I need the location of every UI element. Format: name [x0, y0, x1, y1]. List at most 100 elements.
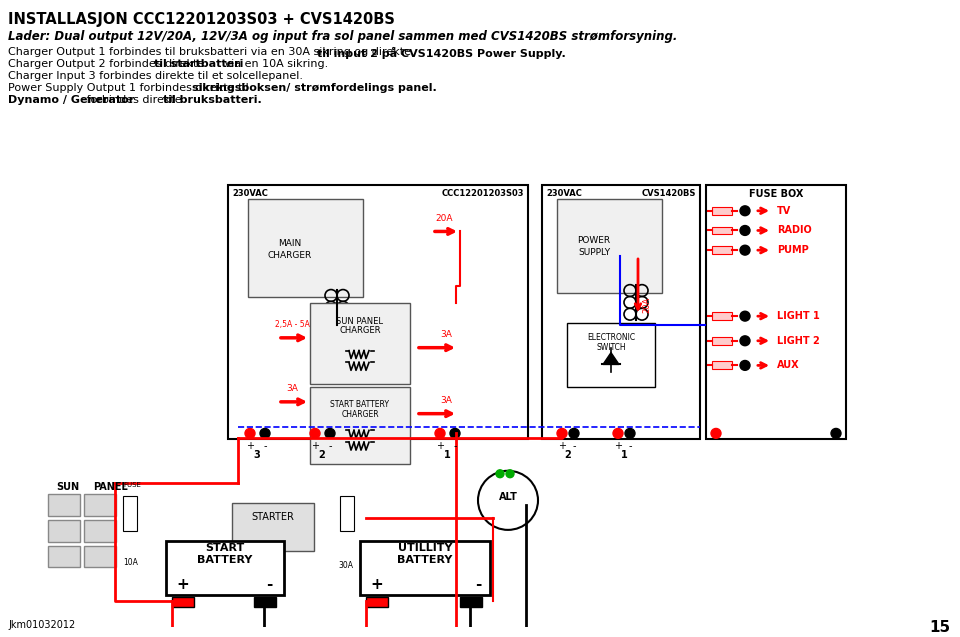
Text: BATTERY: BATTERY — [198, 554, 252, 564]
Bar — [712, 207, 732, 215]
Text: SUN: SUN — [56, 482, 79, 492]
Text: 1: 1 — [444, 450, 450, 460]
Text: +: + — [176, 577, 189, 592]
Text: -: - — [453, 441, 457, 451]
Text: 15: 15 — [929, 620, 950, 636]
Circle shape — [310, 429, 320, 438]
Text: 30A: 30A — [338, 561, 353, 570]
Circle shape — [740, 206, 750, 216]
Bar — [232, 503, 314, 550]
Text: -: - — [263, 441, 267, 451]
Text: Charger Output 2 forbindes direkte: Charger Output 2 forbindes direkte — [8, 59, 207, 69]
Text: 230VAC: 230VAC — [232, 189, 268, 198]
Text: 2,5A - 5A: 2,5A - 5A — [275, 320, 309, 329]
Text: til input 2 på CVS1420BS Power Supply.: til input 2 på CVS1420BS Power Supply. — [318, 47, 566, 59]
Text: SWITCH: SWITCH — [596, 343, 626, 352]
Text: INSTALLASJON CCC12201203S03 + CVS1420BS: INSTALLASJON CCC12201203S03 + CVS1420BS — [8, 12, 395, 27]
Bar — [366, 597, 388, 606]
Text: +: + — [370, 577, 383, 592]
Bar — [706, 185, 846, 440]
Text: PANEL: PANEL — [93, 482, 128, 492]
Text: LIGHT 2: LIGHT 2 — [777, 336, 820, 346]
Text: START: START — [205, 543, 245, 553]
Text: BATTERY: BATTERY — [397, 554, 453, 564]
Text: CHARGER: CHARGER — [268, 250, 312, 260]
Text: 20A: 20A — [435, 213, 453, 222]
Circle shape — [740, 311, 750, 321]
Bar — [228, 185, 528, 440]
Text: til bruksbatteri.: til bruksbatteri. — [162, 94, 261, 104]
Text: 20A: 20A — [642, 297, 651, 313]
Text: 230VAC: 230VAC — [546, 189, 582, 198]
Text: PUMP: PUMP — [777, 245, 808, 255]
Circle shape — [740, 225, 750, 236]
Text: sikringsboksen/ strømfordelings panel.: sikringsboksen/ strømfordelings panel. — [192, 83, 437, 93]
Text: MAIN: MAIN — [278, 239, 301, 248]
Text: Dynamo / Generator: Dynamo / Generator — [8, 94, 134, 104]
Text: +: + — [436, 441, 444, 451]
Bar — [712, 227, 732, 234]
Circle shape — [245, 429, 255, 438]
Bar — [340, 496, 354, 531]
Bar — [557, 199, 662, 292]
Bar — [84, 520, 116, 541]
Text: Charger Output 1 forbindes til bruksbatteri via en 30A sikring og direkte: Charger Output 1 forbindes til bruksbatt… — [8, 47, 415, 57]
Text: til startbatteri: til startbatteri — [155, 59, 244, 69]
Bar — [48, 520, 80, 541]
Text: -: - — [328, 441, 332, 451]
Text: -: - — [628, 441, 632, 451]
Bar — [84, 494, 116, 516]
Text: CCC12201203S03: CCC12201203S03 — [442, 189, 524, 198]
Circle shape — [740, 361, 750, 370]
Text: AUX: AUX — [777, 361, 800, 370]
Bar — [254, 597, 276, 606]
Text: via en 10A sikring.: via en 10A sikring. — [221, 59, 328, 69]
Circle shape — [569, 429, 579, 438]
Circle shape — [506, 470, 514, 478]
Bar — [460, 597, 482, 606]
Text: SUPPLY: SUPPLY — [578, 248, 610, 257]
Text: UTILLITY: UTILLITY — [397, 543, 452, 553]
Circle shape — [711, 429, 721, 438]
Text: 3A: 3A — [440, 330, 452, 339]
Bar — [360, 541, 490, 595]
Bar — [166, 541, 284, 595]
Bar — [310, 303, 410, 384]
Text: START BATTERY: START BATTERY — [330, 400, 390, 410]
Circle shape — [740, 245, 750, 255]
Bar — [84, 546, 116, 568]
Bar — [123, 496, 137, 531]
Text: ALT: ALT — [498, 492, 517, 503]
Text: Jkm01032012: Jkm01032012 — [8, 620, 75, 631]
Text: 2: 2 — [319, 450, 325, 460]
Text: STARTER: STARTER — [252, 512, 295, 522]
Text: +: + — [614, 441, 622, 451]
Text: TV: TV — [777, 206, 791, 216]
Bar — [712, 312, 732, 320]
Text: CVS1420BS: CVS1420BS — [641, 189, 696, 198]
Bar — [48, 546, 80, 568]
Text: Charger Input 3 forbindes direkte til et solcellepanel.: Charger Input 3 forbindes direkte til et… — [8, 71, 303, 81]
Text: FUSE BOX: FUSE BOX — [749, 189, 804, 199]
Text: 10A: 10A — [123, 558, 138, 568]
Circle shape — [613, 429, 623, 438]
Bar — [542, 185, 700, 440]
Circle shape — [740, 336, 750, 346]
Text: Power Supply Output 1 forbindes direkte til: Power Supply Output 1 forbindes direkte … — [8, 83, 252, 93]
Circle shape — [260, 429, 270, 438]
Text: -: - — [266, 577, 273, 592]
Text: 3A: 3A — [286, 384, 298, 393]
Text: CHARGER: CHARGER — [339, 326, 381, 336]
Text: FUSE: FUSE — [123, 482, 141, 487]
Text: 1: 1 — [620, 450, 628, 460]
Circle shape — [496, 470, 504, 478]
Text: LIGHT 1: LIGHT 1 — [777, 311, 820, 321]
Text: 2: 2 — [564, 450, 571, 460]
Bar — [712, 337, 732, 345]
Polygon shape — [603, 353, 619, 364]
Text: +: + — [558, 441, 566, 451]
Text: +: + — [246, 441, 254, 451]
Text: -: - — [572, 441, 576, 451]
Text: 3A: 3A — [440, 396, 452, 404]
Circle shape — [831, 429, 841, 438]
